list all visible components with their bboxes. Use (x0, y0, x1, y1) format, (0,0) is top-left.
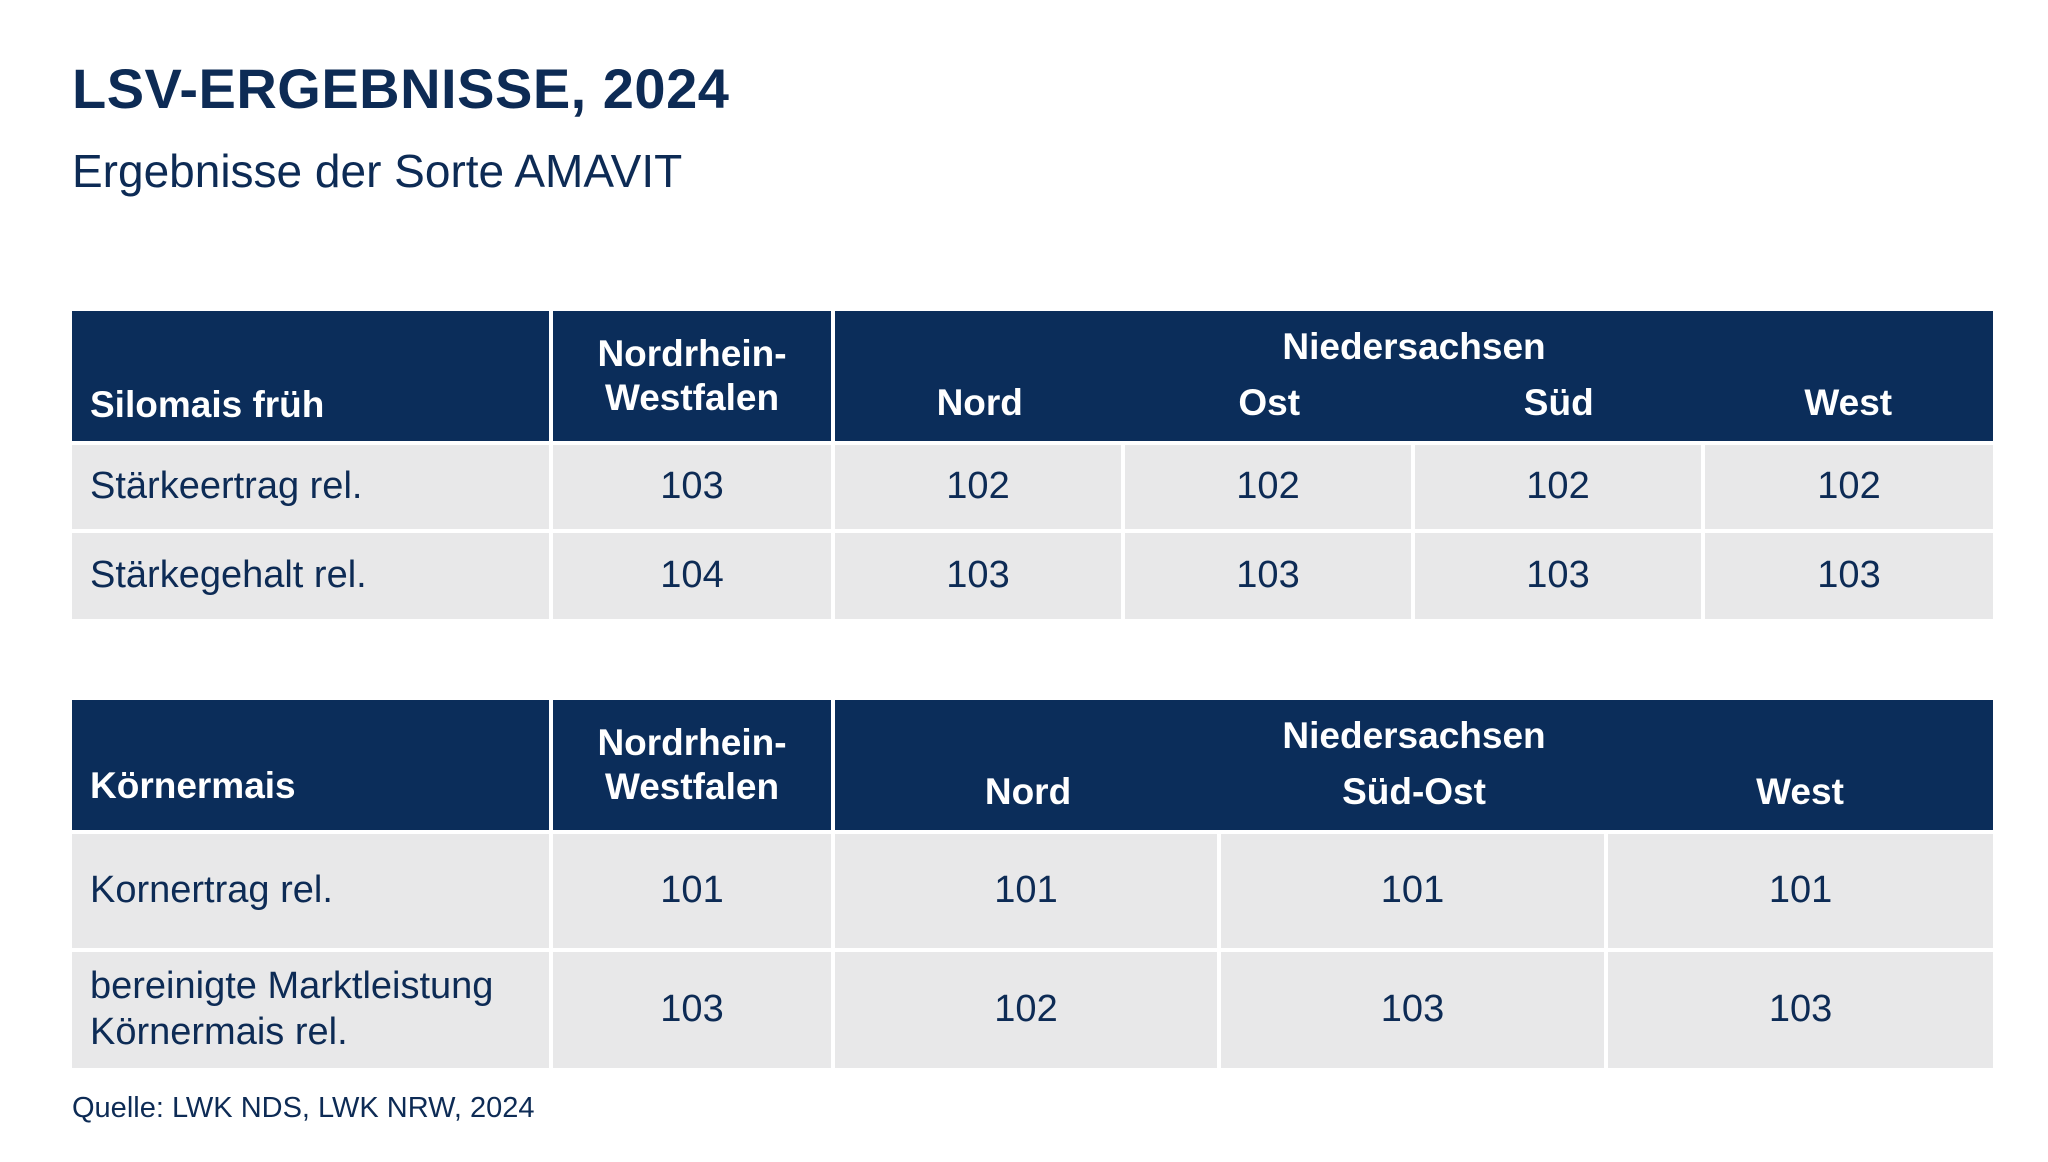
table-cell: 101 (831, 830, 1221, 952)
subregion-headers: Nord Süd-Ost West (835, 770, 1993, 814)
table-row: Kornertrag rel. 101 101 101 101 (72, 830, 1994, 952)
table-corner-label: Silomais früh (72, 311, 553, 445)
region-title: Niedersachsen (1282, 326, 1546, 367)
table-cell: 101 (549, 830, 835, 952)
table-cell: 103 (831, 529, 1125, 619)
column-header-niedersachsen: Niedersachsen Nord Süd-Ost West (830, 700, 1994, 834)
table-cell: 102 (831, 441, 1125, 533)
table-cell: 103 (549, 441, 835, 533)
subregion-headers: Nord Ost Süd West (835, 381, 1993, 425)
row-label: bereinigte Marktleistung Körnermais rel. (72, 948, 553, 1068)
subregion-header: Nord (936, 382, 1023, 424)
column-header-nrw: Nordrhein- Westfalen (549, 311, 835, 445)
subregion-header: Süd-Ost (1342, 771, 1486, 813)
table-cell: 103 (549, 948, 835, 1068)
table-cell: 103 (1411, 529, 1705, 619)
subregion-header: Süd (1523, 382, 1594, 424)
page-subtitle: Ergebnisse der Sorte AMAVIT (72, 145, 683, 197)
source-note: Quelle: LWK NDS, LWK NRW, 2024 (72, 1092, 535, 1124)
subregion-header: Ost (1238, 382, 1301, 424)
table-row: bereinigte Marktleistung Körnermais rel.… (72, 948, 1994, 1068)
table-cell: 101 (1217, 830, 1608, 952)
subregion-header: West (1804, 382, 1893, 424)
row-label: Stärkegehalt rel. (72, 529, 553, 619)
row-label-line2: Körnermais rel. (90, 1011, 348, 1053)
silomais-table: Silomais früh Nordrhein- Westfalen Niede… (72, 311, 1994, 619)
column-header-niedersachsen: Niedersachsen Nord Ost Süd West (830, 311, 1994, 445)
subregion-header: West (1756, 771, 1844, 813)
nrw-label-line2: Westfalen (604, 766, 780, 807)
nrw-label-line1: Nordrhein- (597, 332, 787, 374)
table-row: Stärkeertrag rel. 103 102 102 102 102 (72, 441, 1994, 533)
table-cell: 103 (1217, 948, 1608, 1068)
nrw-label-line2: Westfalen (604, 377, 780, 418)
subregion-header: Nord (984, 771, 1072, 813)
table-cell: 104 (549, 529, 835, 619)
nrw-label-line1: Nordrhein- (597, 721, 787, 763)
row-label: Kornertrag rel. (72, 830, 553, 952)
row-label-line1: bereinigte Marktleistung (90, 965, 494, 1008)
row-label: Stärkeertrag rel. (72, 441, 553, 533)
table-header-row: Silomais früh Nordrhein- Westfalen Niede… (72, 311, 1994, 445)
koernermais-table: Körnermais Nordrhein- Westfalen Niedersa… (72, 700, 1994, 1068)
table-cell: 103 (1603, 948, 1994, 1068)
table-row: Stärkegehalt rel. 104 103 103 103 103 (72, 529, 1994, 619)
table-cell: 102 (1411, 441, 1705, 533)
page-title: LSV-ERGEBNISSE, 2024 (72, 57, 730, 120)
column-header-nrw: Nordrhein- Westfalen (549, 700, 835, 834)
region-title: Niedersachsen (1282, 715, 1546, 756)
table-cell: 103 (1700, 529, 1994, 619)
table-cell: 103 (1121, 529, 1415, 619)
table-cell: 102 (1700, 441, 1994, 533)
table-cell: 102 (831, 948, 1221, 1068)
table-cell: 101 (1603, 830, 1994, 952)
table-corner-label: Körnermais (72, 700, 553, 834)
table-header-row: Körnermais Nordrhein- Westfalen Niedersa… (72, 700, 1994, 834)
table-cell: 102 (1121, 441, 1415, 533)
